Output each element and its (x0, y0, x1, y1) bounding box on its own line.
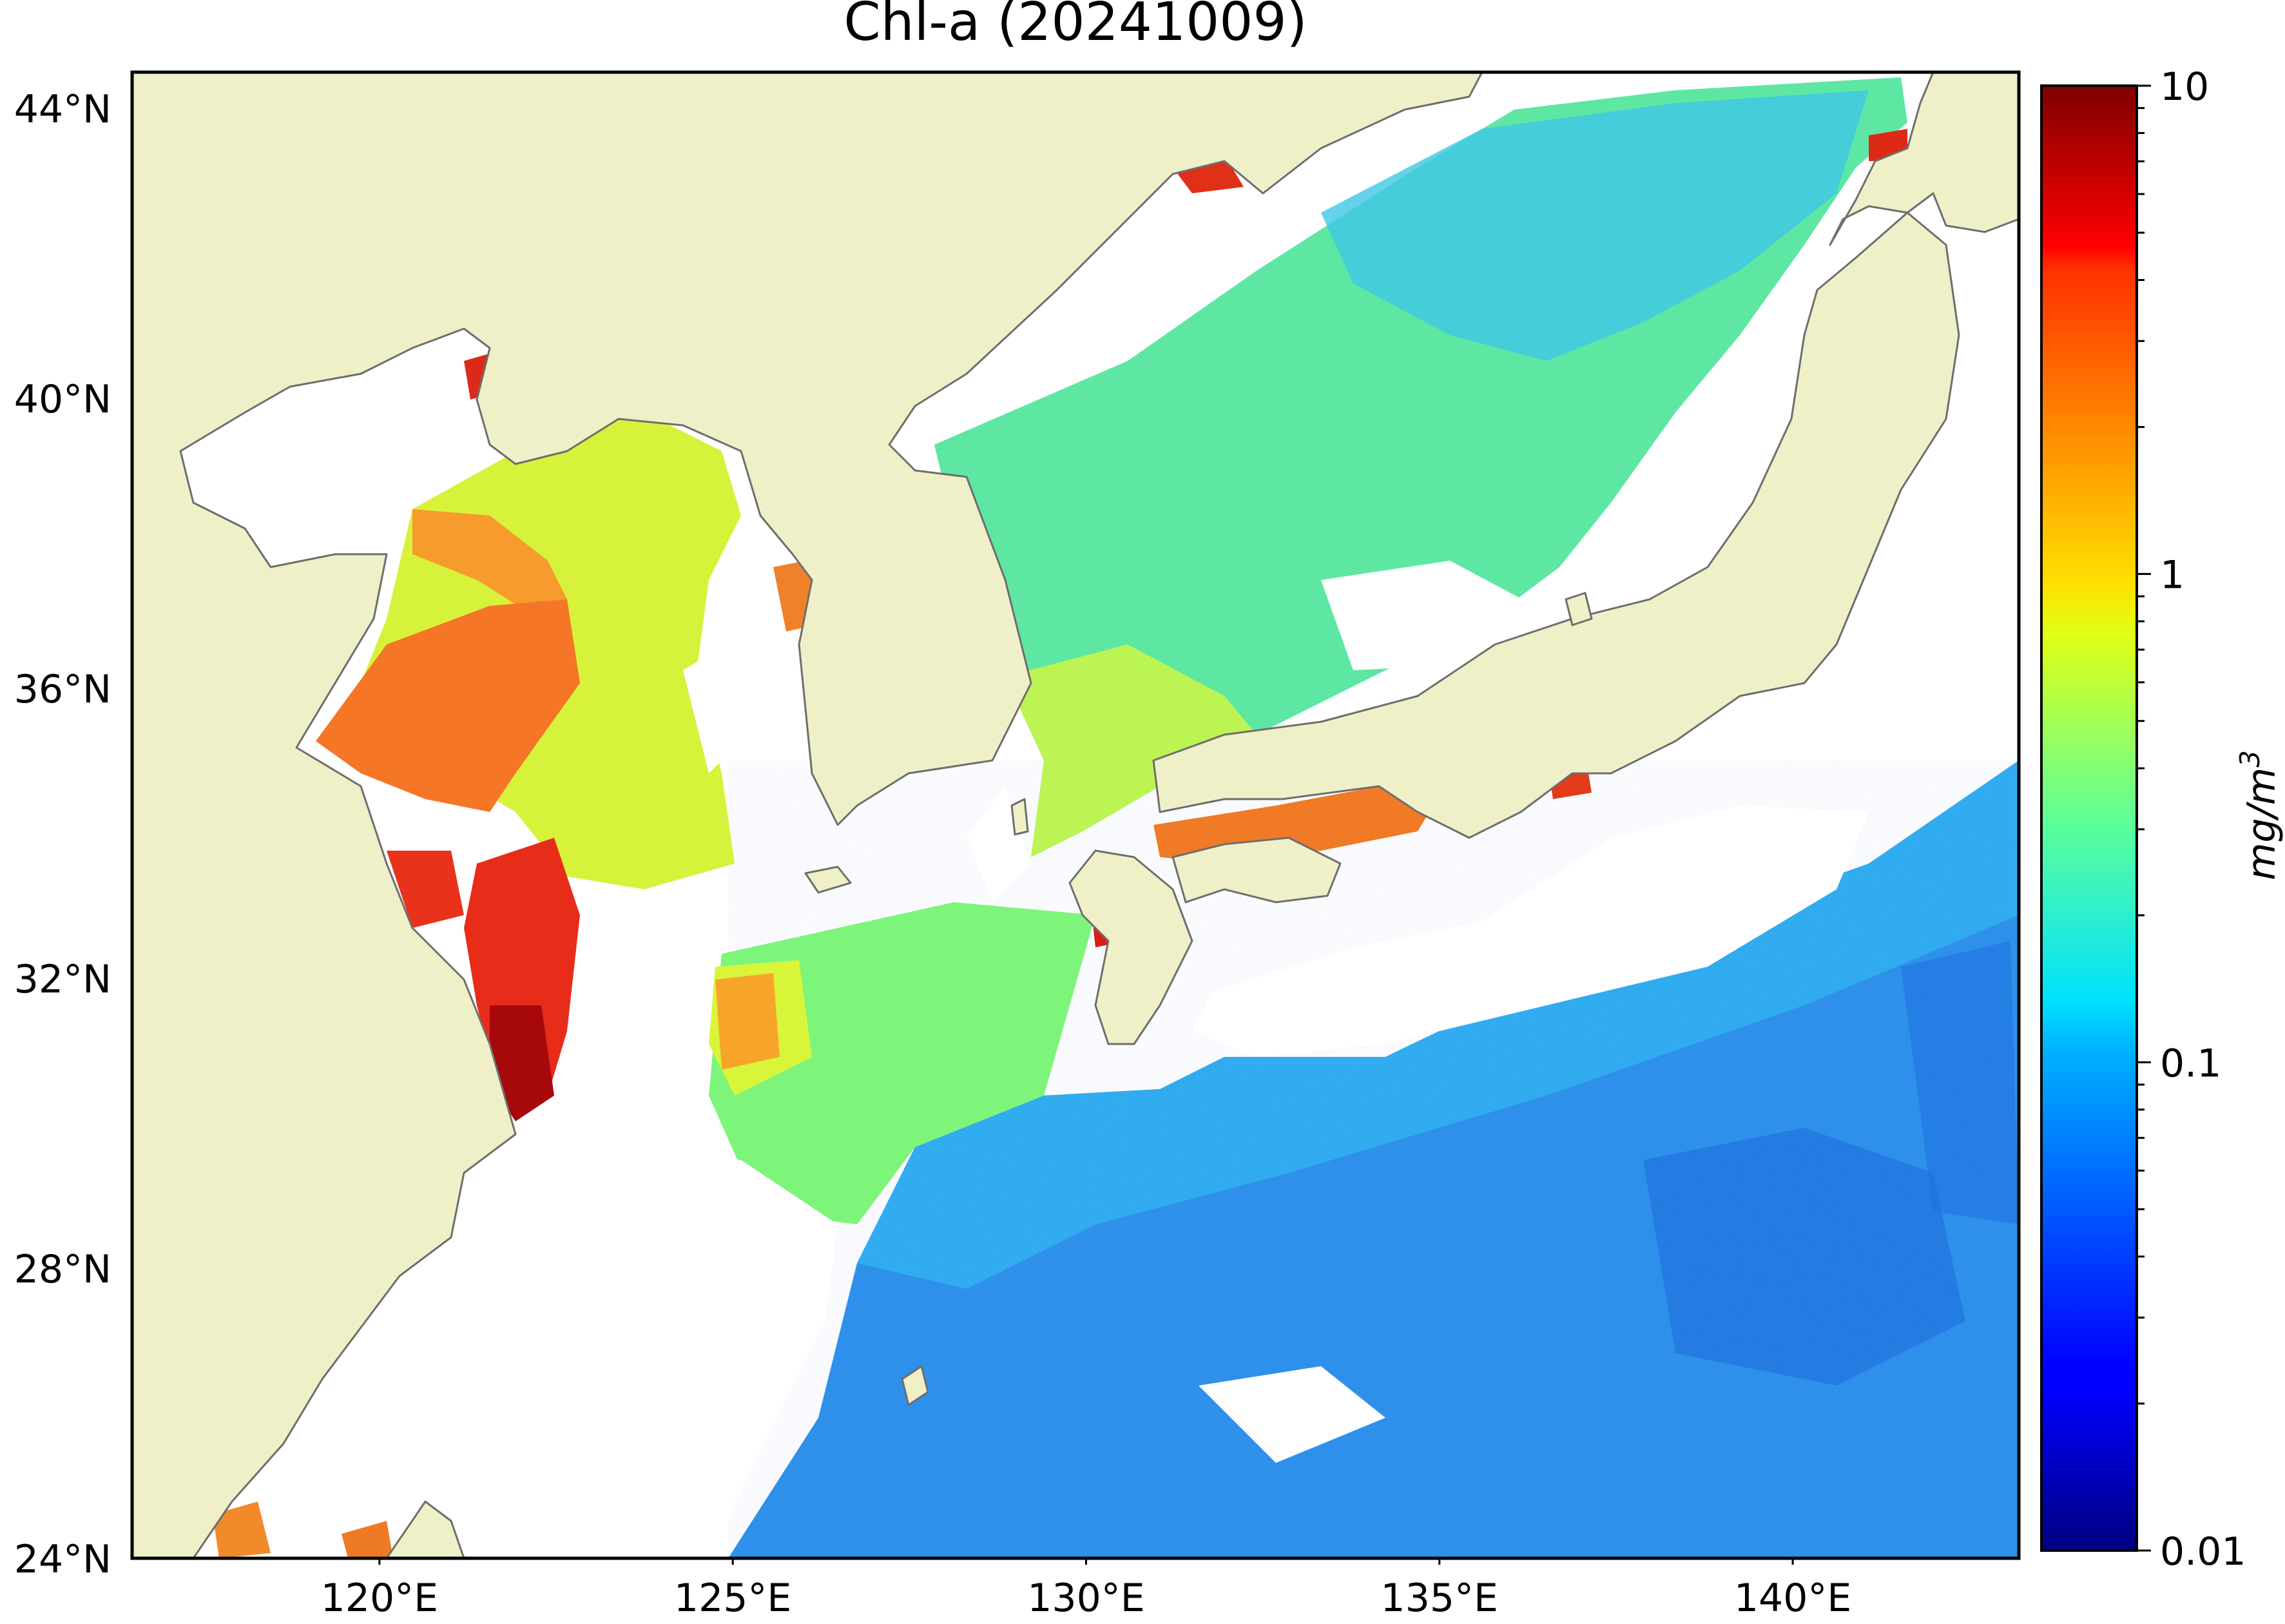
jiangsu-coast-orange (316, 599, 580, 812)
sea-of-japan-blue-zone (1321, 90, 1869, 361)
colorbar-tick-label: 10 (2160, 64, 2209, 110)
land-masses (132, 72, 2019, 1558)
longitude-tick-label: 135°E (1381, 1576, 1498, 1621)
latitude-tick-label: 40°N (14, 377, 111, 422)
latitude-tick-label: 36°N (14, 667, 111, 712)
longitude-tick-label: 120°E (321, 1576, 438, 1621)
map-frame (130, 70, 2021, 1560)
tsushima-island (1010, 798, 1029, 836)
yangtze-plume-darkred (490, 1005, 554, 1121)
latitude-tick-labels: 44°N 40°N 36°N 32°N 28°N 24°N (14, 87, 111, 1582)
japan-shikoku (1171, 836, 1342, 904)
east-china-sea-green (709, 902, 1095, 1224)
colorbar-tick-label: 0.01 (2160, 1529, 2246, 1574)
jiangsu-coast-red (387, 851, 464, 928)
taiwan-north-orange (342, 1521, 393, 1558)
east-china-sea-orange-patch (715, 973, 780, 1070)
japan-honshu (1152, 211, 1960, 839)
bohai-orange-zone (412, 509, 567, 612)
map-plot-area (132, 72, 2019, 1558)
colorbar-tick-label: 1 (2160, 553, 2184, 598)
colorbar-label: mg/m3 (2234, 750, 2284, 880)
taiwan-island (385, 1500, 465, 1558)
map-title: Chl-a (20241009) (844, 0, 1307, 53)
longitude-tick-label: 140°E (1734, 1576, 1851, 1621)
colorbar: 10 1 0.1 0.01 mg/m3 (2040, 64, 2284, 1574)
colorbar-ticks: 10 1 0.1 0.01 (2137, 64, 2246, 1574)
latitude-tick-label: 44°N (14, 87, 111, 132)
latitude-tick-label: 32°N (14, 957, 111, 1002)
jeju-island (804, 865, 852, 894)
colorbar-tick-label: 0.1 (2160, 1041, 2221, 1086)
cloud-mask (451, 561, 1869, 1558)
colorbar-gradient (2040, 84, 2138, 1552)
sado-island (1565, 592, 1593, 626)
longitude-tick-label: 125°E (674, 1576, 791, 1621)
longitude-tick-label: 130°E (1027, 1576, 1144, 1621)
latitude-tick-label: 28°N (14, 1247, 111, 1292)
okinawa-island (901, 1365, 929, 1406)
longitude-tick-labels: 120°E 125°E 130°E 135°E 140°E (321, 1558, 1851, 1621)
japan-kyushu (1068, 849, 1193, 1045)
latitude-tick-label: 24°N (14, 1537, 111, 1582)
sea-of-japan-yellow-strip (1005, 644, 1257, 857)
taiwan-strait-orange (213, 1502, 271, 1558)
japan-hokkaido (1829, 72, 2019, 246)
asian-mainland (132, 72, 1483, 1558)
